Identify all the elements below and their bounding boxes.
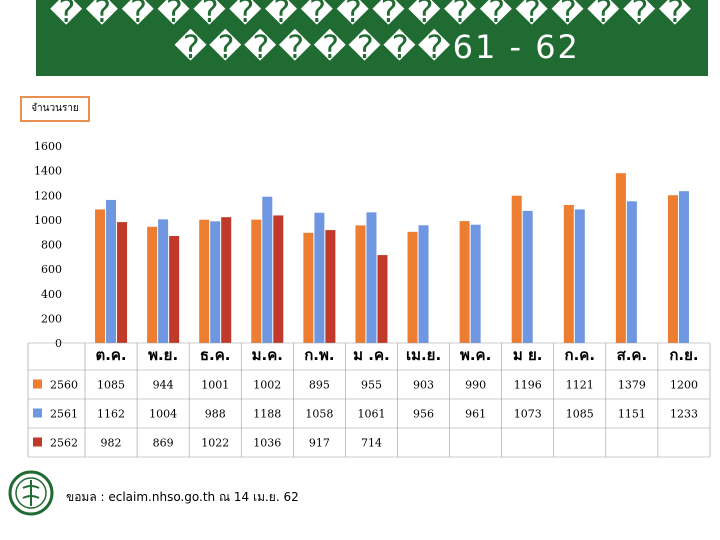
category-label: ม.ค. xyxy=(252,346,283,364)
legend-swatch-2562 xyxy=(33,437,42,447)
data-label: 961 xyxy=(465,408,486,421)
data-label: 1085 xyxy=(566,408,594,421)
bar-2561 xyxy=(678,191,689,343)
data-label: 944 xyxy=(153,379,174,392)
bar-2560 xyxy=(407,231,418,343)
category-label: ม ย. xyxy=(513,346,543,364)
bar-2562 xyxy=(169,236,180,343)
data-label: 1073 xyxy=(514,408,542,421)
data-label: 1061 xyxy=(357,408,385,421)
y-tick-label: 400 xyxy=(41,288,62,301)
data-label: 1162 xyxy=(97,408,125,421)
bar-2561 xyxy=(158,219,169,343)
legend-label-2562: 2562 xyxy=(50,437,78,450)
bar-2560 xyxy=(667,195,678,343)
data-label: 917 xyxy=(309,437,330,450)
data-label: 1379 xyxy=(618,379,646,392)
category-label: ส.ค. xyxy=(617,346,648,364)
data-label: 1200 xyxy=(670,379,698,392)
title-banner: ������������������ ��������61 - 62 xyxy=(36,0,708,76)
bar-2560 xyxy=(511,195,522,343)
data-label: 955 xyxy=(361,379,382,392)
bar-2560 xyxy=(615,173,626,343)
bar-2560 xyxy=(355,225,366,343)
data-label: 895 xyxy=(309,379,330,392)
y-tick-label: 0 xyxy=(55,337,62,350)
y-tick-label: 200 xyxy=(41,312,62,325)
data-label: 1036 xyxy=(253,437,281,450)
bar-2562 xyxy=(117,222,128,343)
source-footer: ขอมล : eclaim.nhso.go.th ณ 14 เม.ย. 62 xyxy=(66,490,299,504)
y-tick-label: 1600 xyxy=(34,140,62,153)
legend-swatch-2560 xyxy=(33,379,42,389)
y-tick-label: 1400 xyxy=(34,165,62,178)
bar-2561 xyxy=(626,201,637,343)
data-label: 714 xyxy=(361,437,382,450)
bar-2561 xyxy=(522,210,533,343)
category-label: ธ.ค. xyxy=(200,346,231,364)
bar-2560 xyxy=(199,219,210,343)
title-line-1: ������������������ xyxy=(49,0,695,30)
bar-2562 xyxy=(325,230,336,343)
y-axis-label: จำนวนราย xyxy=(20,96,90,122)
data-label: 903 xyxy=(413,379,434,392)
category-label: ม .ค. xyxy=(353,346,390,364)
bar-2561 xyxy=(106,199,117,343)
data-label: 1004 xyxy=(149,408,177,421)
bar-2560 xyxy=(251,219,262,343)
category-label: พ.ย. xyxy=(148,346,178,364)
category-label: ก.พ. xyxy=(304,346,334,364)
bar-2561 xyxy=(366,212,377,343)
bar-2560 xyxy=(147,226,158,343)
category-label: ต.ค. xyxy=(95,346,126,364)
legend-swatch-2561 xyxy=(33,408,42,418)
category-label: ก.ค. xyxy=(565,346,596,364)
legend-label-2560: 2560 xyxy=(50,379,78,392)
bar-2560 xyxy=(563,204,574,343)
nhso-logo-icon xyxy=(8,470,54,516)
data-label: 1188 xyxy=(253,408,281,421)
data-label: 1151 xyxy=(618,408,646,421)
bar-2560 xyxy=(459,221,470,343)
data-label: 990 xyxy=(465,379,486,392)
bar-2561 xyxy=(574,209,585,343)
data-label: 1058 xyxy=(305,408,333,421)
data-label: 1121 xyxy=(566,379,594,392)
bar-2561 xyxy=(210,221,221,343)
legend-label-2561: 2561 xyxy=(50,408,78,421)
bar-2560 xyxy=(95,209,106,343)
bar-2561 xyxy=(418,225,429,343)
data-label: 1001 xyxy=(201,379,229,392)
data-label: 982 xyxy=(101,437,122,450)
data-label: 1233 xyxy=(670,408,698,421)
title-line-2: ��������61 - 62 xyxy=(174,28,580,66)
bar-2562 xyxy=(273,215,284,343)
y-tick-label: 1000 xyxy=(34,214,62,227)
y-tick-label: 800 xyxy=(41,239,62,252)
bar-2561 xyxy=(470,224,481,343)
data-label: 869 xyxy=(153,437,174,450)
category-label: เม.ย. xyxy=(406,346,441,364)
bar-2561 xyxy=(262,196,273,343)
bar-2562 xyxy=(221,217,232,343)
data-label: 1196 xyxy=(514,379,542,392)
y-tick-label: 600 xyxy=(41,263,62,276)
data-label: 1002 xyxy=(253,379,281,392)
category-label: พ.ค. xyxy=(460,346,491,364)
y-tick-label: 1200 xyxy=(34,189,62,202)
data-label: 988 xyxy=(205,408,226,421)
bar-2562 xyxy=(377,255,388,343)
data-label: 1085 xyxy=(97,379,125,392)
bar-2560 xyxy=(303,232,314,343)
bar-2561 xyxy=(314,212,325,343)
data-label: 956 xyxy=(413,408,434,421)
data-label: 1022 xyxy=(201,437,229,450)
category-label: ก.ย. xyxy=(669,346,698,364)
